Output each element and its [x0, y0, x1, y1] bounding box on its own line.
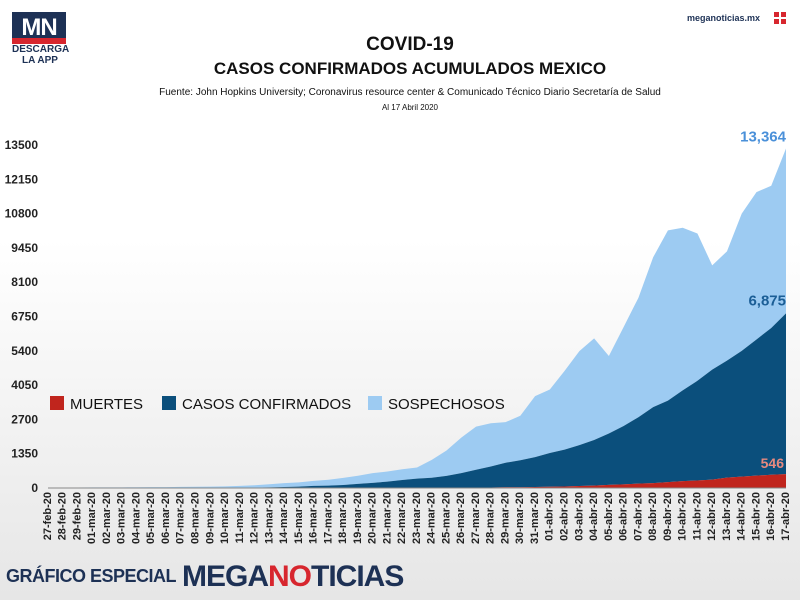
x-tick-label: 04-mar-20: [130, 492, 142, 544]
x-tick-label: 04-abr-20: [588, 492, 600, 541]
logo-download-label: DESCARGA: [12, 44, 70, 55]
x-tick-label: 03-abr-20: [573, 492, 585, 541]
x-tick-label: 01-mar-20: [86, 492, 98, 544]
x-tick-label: 28-feb-20: [57, 492, 69, 540]
y-tick-label: 10800: [5, 207, 39, 221]
x-tick-label: 16-mar-20: [308, 492, 320, 544]
data-label-muertes: 546: [761, 455, 785, 471]
x-tick-label: 29-feb-20: [71, 492, 83, 540]
x-tick-label: 28-mar-20: [485, 492, 497, 544]
x-tick-label: 21-mar-20: [381, 492, 393, 544]
footer-label: GRÁFICO ESPECIAL: [6, 566, 177, 586]
x-tick-label: 14-abr-20: [736, 492, 748, 541]
footer-brand-a: MEGA: [182, 560, 269, 593]
x-tick-label: 02-abr-20: [559, 492, 571, 541]
x-tick-label: 16-abr-20: [765, 492, 777, 541]
y-tick-label: 5400: [11, 344, 38, 358]
legend-sospechosos-swatch: [368, 396, 382, 410]
mn-logo-mark: MN: [12, 12, 66, 44]
y-tick-label: 6750: [11, 310, 38, 324]
x-tick-label: 02-mar-20: [101, 492, 113, 544]
footer-brand: MEGANOTICIAS: [182, 560, 404, 594]
x-tick-label: 22-mar-20: [396, 492, 408, 544]
y-tick-label: 1350: [11, 447, 38, 461]
x-tick-label: 08-mar-20: [190, 492, 202, 544]
y-tick-label: 0: [31, 481, 38, 495]
x-tick-label: 03-mar-20: [116, 492, 128, 544]
logo-app-label: LA APP: [22, 55, 58, 66]
footer-brand-b: NO: [268, 560, 312, 593]
x-tick-label: 14-mar-20: [278, 492, 290, 544]
x-tick-label: 01-abr-20: [544, 492, 556, 541]
chart-subtitle: CASOS CONFIRMADOS ACUMULADOS MEXICO: [213, 59, 607, 78]
y-tick-label: 4050: [11, 378, 38, 392]
site-name[interactable]: meganoticias.mx: [686, 13, 760, 23]
y-tick-label: 12150: [5, 172, 39, 186]
x-tick-label: 07-abr-20: [632, 492, 644, 541]
x-tick-label: 20-mar-20: [367, 492, 379, 544]
chart-title: COVID-19: [366, 34, 454, 55]
x-tick-label: 30-mar-20: [514, 492, 526, 544]
series-area-muertes: [48, 474, 786, 488]
x-tick-label: 10-abr-20: [677, 492, 689, 541]
x-tick-label: 25-mar-20: [440, 492, 452, 544]
footer-brand-c: TICIAS: [311, 560, 404, 593]
x-tick-label: 17-abr-20: [780, 492, 792, 541]
chart-date-note: Al 17 Abril 2020: [381, 103, 439, 112]
legend-confirmados-label: CASOS CONFIRMADOS: [182, 396, 351, 413]
x-tick-label: 23-mar-20: [411, 492, 423, 544]
legend-sospechosos-label: SOSPECHOSOS: [388, 396, 505, 413]
x-tick-label: 27-mar-20: [470, 492, 482, 544]
x-tick-label: 15-mar-20: [293, 492, 305, 544]
x-tick-label: 07-mar-20: [175, 492, 187, 544]
legend-confirmados-swatch: [162, 396, 176, 410]
chart-source: Fuente: John Hopkins University; Coronav…: [159, 87, 661, 98]
series-area-sospechosos: [48, 148, 786, 488]
app-logo[interactable]: MN DESCARGA LA APP: [12, 12, 70, 66]
series-area-confirmados: [48, 313, 786, 488]
x-tick-label: 06-mar-20: [160, 492, 172, 544]
x-tick-label: 12-mar-20: [249, 492, 261, 544]
x-tick-label: 18-mar-20: [337, 492, 349, 544]
x-tick-label: 31-mar-20: [529, 492, 541, 544]
x-tick-label: 09-mar-20: [204, 492, 216, 544]
x-tick-label: 26-mar-20: [455, 492, 467, 544]
data-label-sospechosos-total: 13,364: [740, 128, 787, 145]
site-grid-icon: [774, 12, 786, 24]
x-tick-label: 19-mar-20: [352, 492, 364, 544]
x-tick-label: 08-abr-20: [647, 492, 659, 541]
x-tick-label: 24-mar-20: [426, 492, 438, 544]
x-tick-label: 05-abr-20: [603, 492, 615, 541]
x-tick-label: 15-abr-20: [750, 492, 762, 541]
y-tick-label: 9450: [11, 241, 38, 255]
legend-muertes-swatch: [50, 396, 64, 410]
x-tick-label: 05-mar-20: [145, 492, 157, 544]
x-tick-label: 17-mar-20: [322, 492, 334, 544]
y-tick-label: 13500: [5, 138, 39, 152]
x-tick-label: 06-abr-20: [618, 492, 630, 541]
legend-muertes-label: MUERTES: [70, 396, 143, 413]
y-tick-label: 8100: [11, 275, 38, 289]
data-label-confirmados: 6,875: [748, 292, 786, 309]
x-tick-label: 27-feb-20: [42, 492, 54, 540]
y-tick-label: 2700: [11, 412, 38, 426]
x-tick-label: 11-abr-20: [691, 492, 703, 540]
x-tick-label: 10-mar-20: [219, 492, 231, 544]
x-tick-label: 13-abr-20: [721, 492, 733, 541]
x-tick-label: 09-abr-20: [662, 492, 674, 541]
x-tick-label: 12-abr-20: [706, 492, 718, 541]
x-tick-label: 29-mar-20: [499, 492, 511, 544]
x-tick-label: 11-mar-20: [234, 492, 246, 543]
x-tick-label: 13-mar-20: [263, 492, 275, 544]
